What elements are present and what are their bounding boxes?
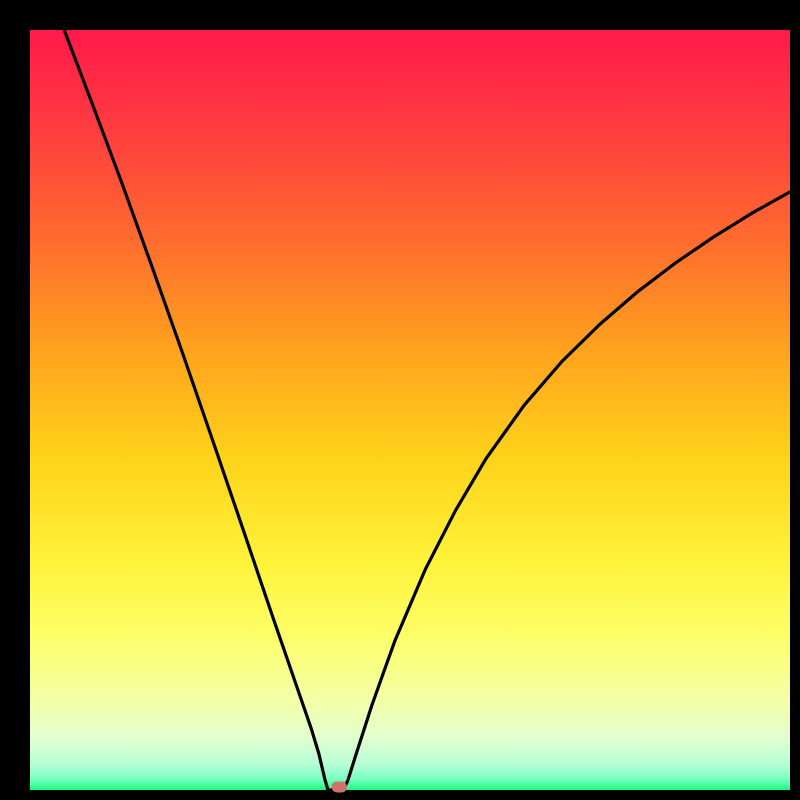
minimum-marker [332, 781, 347, 792]
chart-background [30, 30, 790, 790]
figure-root: TheBottleneck.com [0, 0, 800, 800]
bottleneck-chart [0, 0, 800, 800]
